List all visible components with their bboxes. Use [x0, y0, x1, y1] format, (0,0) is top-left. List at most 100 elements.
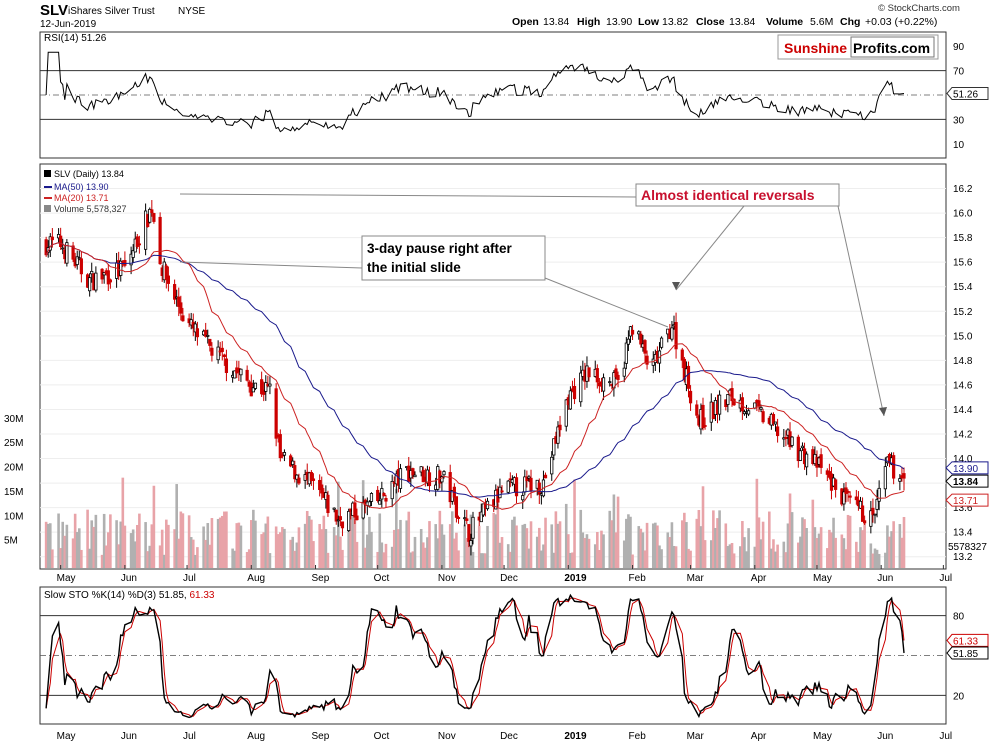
volume-bar — [813, 527, 817, 568]
volume-bar — [247, 549, 251, 568]
volume-bar — [428, 521, 431, 568]
volume-bar — [262, 532, 266, 568]
volume-bar — [152, 485, 156, 568]
volume-bar — [776, 544, 779, 568]
month-label: Jul — [183, 731, 196, 742]
volume-bar — [832, 517, 835, 568]
volume-bar — [291, 536, 295, 568]
volume-bar — [165, 519, 168, 568]
candle-body — [334, 509, 338, 522]
month-label: Feb — [629, 731, 647, 742]
volume-bar — [260, 534, 263, 568]
candle-body — [367, 501, 371, 507]
candle-body — [746, 410, 751, 415]
sto-legend: Slow STO %K(14) %D(3) 51.85, 61.33 — [44, 590, 215, 601]
candle-body — [206, 335, 210, 337]
volume-bar — [643, 550, 647, 568]
candle-body — [688, 390, 693, 404]
candle-body — [340, 521, 345, 529]
volume-bar — [863, 523, 866, 568]
candle-body — [293, 465, 297, 480]
close-value: 13.84 — [729, 16, 755, 28]
candle-body — [875, 498, 879, 510]
rsi-label: RSI(14) 51.26 — [44, 33, 107, 44]
volume-bar — [571, 552, 574, 568]
brand-logo: Sunshine Profits.com — [777, 34, 939, 60]
volume-bar — [295, 542, 299, 568]
volume-bar — [761, 521, 765, 568]
candle-body — [355, 515, 359, 521]
candle-body — [680, 349, 684, 361]
candle-body — [419, 466, 423, 473]
volume-bar — [656, 525, 659, 568]
price-tick-label: 14.8 — [953, 356, 973, 367]
volume-tick-label: 20M — [4, 463, 23, 474]
volume-bar — [88, 548, 91, 568]
price-tick-label: 13.4 — [953, 528, 973, 539]
volume-bar — [249, 520, 253, 568]
volume-bar — [382, 552, 386, 568]
volume-bar — [303, 523, 307, 568]
volume-bar — [844, 549, 848, 568]
rsi-tag-box — [946, 86, 989, 100]
volume-bar — [712, 510, 715, 568]
month-label: Mar — [687, 573, 705, 584]
candle-body — [88, 277, 92, 292]
rsi-line — [45, 51, 905, 133]
volume-bar — [600, 530, 603, 568]
volume-bar — [119, 521, 123, 568]
volume-bar — [585, 534, 589, 568]
candle-body — [50, 236, 54, 241]
volume-bar — [855, 541, 858, 568]
volume-bar — [817, 533, 821, 568]
volume-bar — [759, 539, 763, 568]
volume-bar — [424, 547, 427, 568]
volume-bar — [426, 537, 429, 568]
volume-bar — [622, 540, 626, 568]
volume-bar — [349, 513, 353, 568]
candle-body — [805, 453, 809, 468]
month-label: Sep — [312, 573, 330, 584]
volume-bar — [268, 553, 272, 568]
candle-body — [384, 498, 388, 502]
candle-body — [858, 500, 863, 509]
volume-bar — [384, 543, 388, 568]
volume-bar — [318, 523, 321, 568]
volume-bar — [202, 526, 205, 568]
volume-bar — [651, 523, 655, 568]
volume-bar — [724, 523, 728, 568]
volume-bar — [637, 526, 641, 568]
candle-body — [776, 426, 780, 437]
month-label: May — [57, 731, 76, 742]
close-tag-box — [945, 474, 989, 488]
month-label: Aug — [247, 731, 265, 742]
volume-bar — [587, 538, 591, 568]
volume-bar — [695, 518, 699, 568]
volume-bar — [368, 516, 371, 568]
brand-profits: Profits.com — [853, 40, 930, 56]
volume-bar — [411, 551, 415, 568]
volume-bar — [440, 524, 444, 568]
volume-bar — [102, 513, 106, 568]
volume-bar — [755, 478, 759, 568]
candle-body — [129, 253, 133, 266]
candle-body — [608, 381, 612, 384]
volume-bar — [407, 511, 411, 568]
candle-body — [338, 516, 342, 521]
volume-bar — [160, 529, 164, 568]
candle-body — [616, 374, 620, 380]
volume-bar — [660, 549, 663, 568]
volume-bar — [61, 521, 65, 568]
volume-bar — [625, 518, 628, 568]
month-label: Mar — [687, 731, 705, 742]
annotation-reversals: Almost identical reversals — [641, 187, 815, 203]
candle-body — [264, 382, 268, 392]
candle-body — [543, 474, 548, 479]
volume-bar — [529, 521, 533, 568]
sto-d-tag-box — [946, 633, 989, 647]
candle-body — [90, 270, 94, 275]
candle-body — [251, 387, 255, 393]
sto-tick-label: 80 — [953, 612, 965, 623]
price-tick-label: 14.4 — [953, 405, 973, 416]
volume-bar — [902, 516, 906, 568]
